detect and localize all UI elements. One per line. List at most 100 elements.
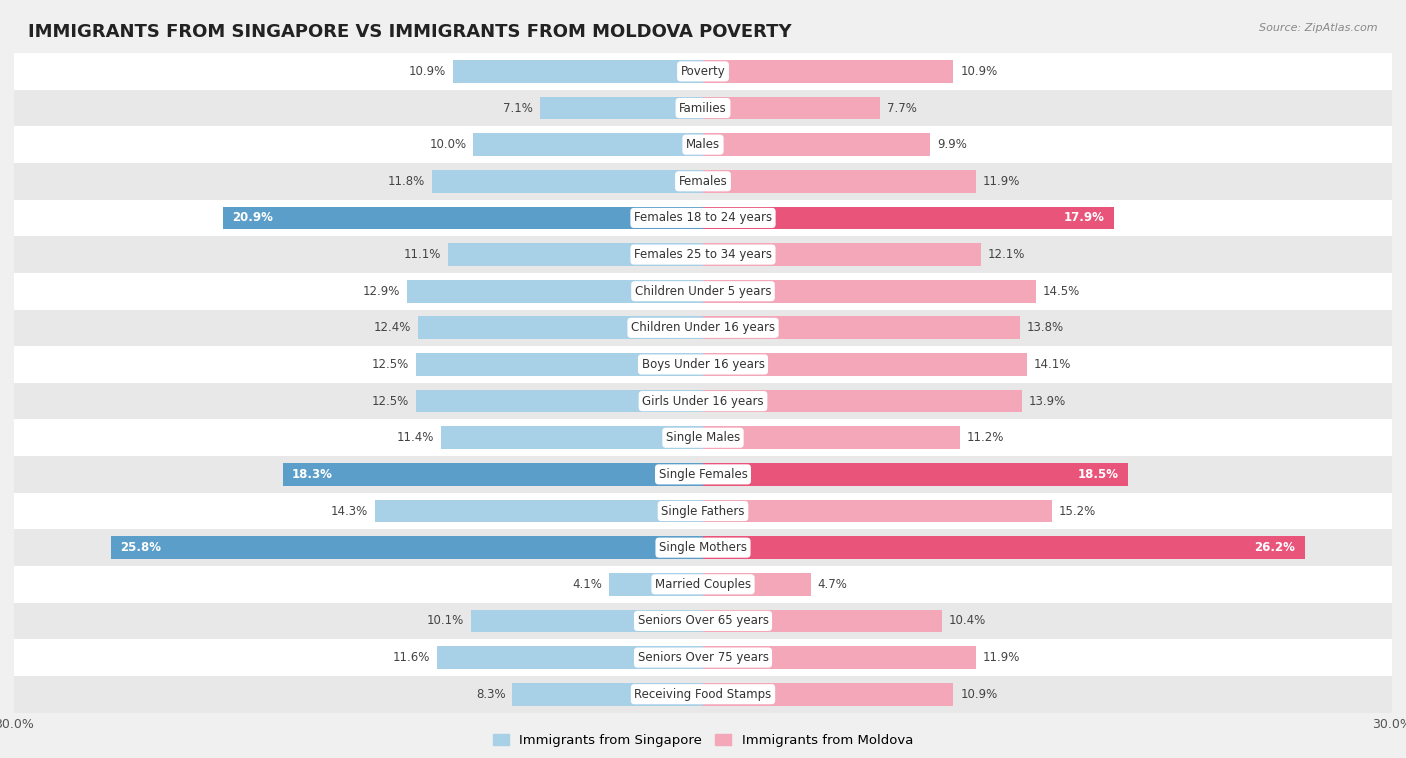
Bar bbox=[14, 89, 1392, 127]
Bar bbox=[14, 493, 1392, 529]
Text: Families: Families bbox=[679, 102, 727, 114]
Text: 10.9%: 10.9% bbox=[960, 688, 997, 700]
Bar bbox=[703, 647, 976, 669]
Bar bbox=[471, 609, 703, 632]
Bar bbox=[474, 133, 703, 156]
Bar bbox=[703, 609, 942, 632]
Bar bbox=[406, 280, 703, 302]
Text: 10.4%: 10.4% bbox=[949, 615, 986, 628]
Bar bbox=[14, 199, 1392, 236]
Bar bbox=[703, 390, 1022, 412]
Bar bbox=[703, 537, 1305, 559]
Text: 20.9%: 20.9% bbox=[232, 211, 273, 224]
Bar bbox=[418, 317, 703, 339]
Text: 11.9%: 11.9% bbox=[983, 651, 1021, 664]
Bar bbox=[703, 97, 880, 119]
Bar bbox=[111, 537, 703, 559]
Bar bbox=[441, 427, 703, 449]
Text: Males: Males bbox=[686, 138, 720, 151]
Text: Single Mothers: Single Mothers bbox=[659, 541, 747, 554]
Bar bbox=[14, 676, 1392, 713]
Text: Females: Females bbox=[679, 175, 727, 188]
Text: Girls Under 16 years: Girls Under 16 years bbox=[643, 395, 763, 408]
Text: 26.2%: 26.2% bbox=[1254, 541, 1295, 554]
Text: Seniors Over 65 years: Seniors Over 65 years bbox=[637, 615, 769, 628]
Bar bbox=[374, 500, 703, 522]
Bar bbox=[540, 97, 703, 119]
Text: Single Males: Single Males bbox=[666, 431, 740, 444]
Bar bbox=[14, 639, 1392, 676]
Bar bbox=[14, 383, 1392, 419]
Bar bbox=[453, 60, 703, 83]
Bar bbox=[14, 456, 1392, 493]
Text: 14.5%: 14.5% bbox=[1043, 285, 1080, 298]
Text: 12.1%: 12.1% bbox=[988, 248, 1025, 261]
Text: Married Couples: Married Couples bbox=[655, 578, 751, 590]
Text: 10.0%: 10.0% bbox=[429, 138, 467, 151]
Text: 18.3%: 18.3% bbox=[292, 468, 333, 481]
Legend: Immigrants from Singapore, Immigrants from Moldova: Immigrants from Singapore, Immigrants fr… bbox=[488, 728, 918, 752]
Bar bbox=[703, 207, 1114, 229]
Bar bbox=[14, 53, 1392, 89]
Text: Females 18 to 24 years: Females 18 to 24 years bbox=[634, 211, 772, 224]
Bar bbox=[432, 170, 703, 193]
Text: 10.1%: 10.1% bbox=[427, 615, 464, 628]
Bar bbox=[703, 280, 1036, 302]
Text: 4.1%: 4.1% bbox=[572, 578, 602, 590]
Bar bbox=[703, 133, 931, 156]
Text: 15.2%: 15.2% bbox=[1059, 505, 1097, 518]
Text: 8.3%: 8.3% bbox=[475, 688, 506, 700]
Text: Boys Under 16 years: Boys Under 16 years bbox=[641, 358, 765, 371]
Text: 17.9%: 17.9% bbox=[1064, 211, 1105, 224]
Text: 14.3%: 14.3% bbox=[330, 505, 368, 518]
Text: Seniors Over 75 years: Seniors Over 75 years bbox=[637, 651, 769, 664]
Text: Receiving Food Stamps: Receiving Food Stamps bbox=[634, 688, 772, 700]
Bar bbox=[703, 60, 953, 83]
Text: 12.5%: 12.5% bbox=[371, 395, 409, 408]
Text: 11.9%: 11.9% bbox=[983, 175, 1021, 188]
Text: 11.8%: 11.8% bbox=[388, 175, 425, 188]
Text: 11.1%: 11.1% bbox=[404, 248, 441, 261]
Bar bbox=[703, 317, 1019, 339]
Bar bbox=[14, 309, 1392, 346]
Text: 12.4%: 12.4% bbox=[374, 321, 412, 334]
Bar bbox=[14, 419, 1392, 456]
Bar bbox=[703, 463, 1128, 486]
Bar bbox=[14, 273, 1392, 309]
Bar bbox=[14, 529, 1392, 566]
Bar bbox=[14, 566, 1392, 603]
Bar bbox=[14, 603, 1392, 639]
Bar bbox=[703, 500, 1052, 522]
Text: 12.9%: 12.9% bbox=[363, 285, 399, 298]
Text: Single Fathers: Single Fathers bbox=[661, 505, 745, 518]
Bar bbox=[703, 170, 976, 193]
Text: 18.5%: 18.5% bbox=[1077, 468, 1119, 481]
Text: 10.9%: 10.9% bbox=[960, 65, 997, 78]
Bar bbox=[14, 127, 1392, 163]
Bar bbox=[703, 573, 811, 596]
Bar bbox=[703, 243, 981, 266]
Text: 12.5%: 12.5% bbox=[371, 358, 409, 371]
Bar bbox=[416, 353, 703, 376]
Bar bbox=[703, 683, 953, 706]
Text: 13.9%: 13.9% bbox=[1029, 395, 1066, 408]
Text: 7.1%: 7.1% bbox=[503, 102, 533, 114]
Text: 11.4%: 11.4% bbox=[396, 431, 434, 444]
Bar bbox=[14, 346, 1392, 383]
Text: 7.7%: 7.7% bbox=[887, 102, 917, 114]
Text: 25.8%: 25.8% bbox=[120, 541, 160, 554]
Text: 14.1%: 14.1% bbox=[1033, 358, 1071, 371]
Bar bbox=[609, 573, 703, 596]
Bar bbox=[224, 207, 703, 229]
Text: Source: ZipAtlas.com: Source: ZipAtlas.com bbox=[1260, 23, 1378, 33]
Bar bbox=[14, 236, 1392, 273]
Text: 11.2%: 11.2% bbox=[967, 431, 1004, 444]
Bar bbox=[14, 163, 1392, 199]
Text: 13.8%: 13.8% bbox=[1026, 321, 1064, 334]
Bar bbox=[703, 353, 1026, 376]
Text: 10.9%: 10.9% bbox=[409, 65, 446, 78]
Text: Females 25 to 34 years: Females 25 to 34 years bbox=[634, 248, 772, 261]
Bar bbox=[437, 647, 703, 669]
Bar bbox=[512, 683, 703, 706]
Bar bbox=[449, 243, 703, 266]
